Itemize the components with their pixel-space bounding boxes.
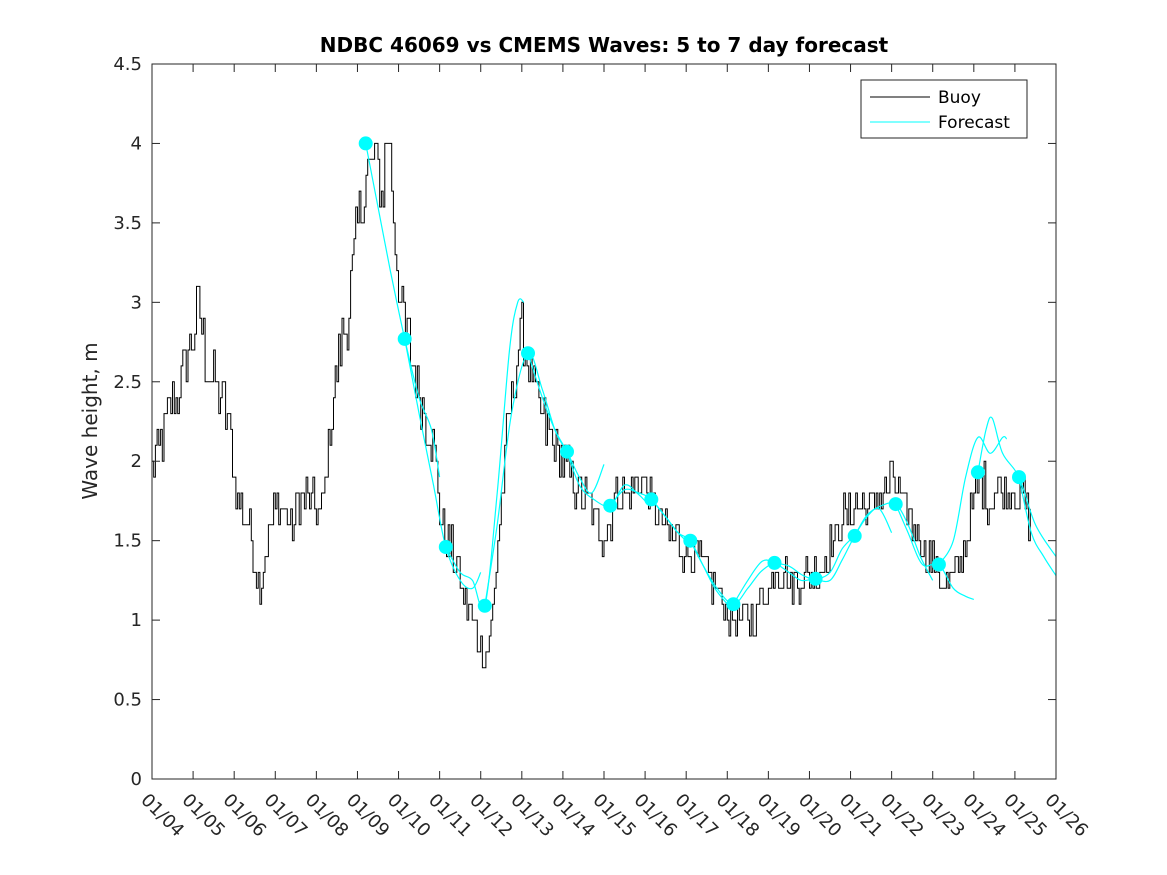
forecast-marker [560,444,574,459]
buoy-series [152,142,1031,669]
legend-label-forecast: Forecast [938,113,1010,133]
legend: Buoy Forecast [860,79,1028,139]
forecast-marker [521,346,535,361]
legend-box [860,79,1028,139]
forecast-line [1018,476,1057,576]
y-tick-label: 2.5 [113,372,142,393]
forecast-marker [808,571,823,586]
forecast-marker [683,533,698,548]
y-tick-label: 3 [131,292,142,313]
forecast-markers [358,136,1026,613]
forecast-marker [767,555,782,570]
forecast-marker [603,498,618,513]
forecast-line [977,416,1057,557]
chart-title: NDBC 46069 vs CMEMS Waves: 5 to 7 day fo… [320,33,889,57]
y-tick-label: 3.5 [113,213,142,234]
buoy-line [152,142,1031,669]
plot-area [152,64,1056,779]
forecast-marker [358,136,373,151]
y-tick-label: 0 [131,769,142,790]
forecast-line [938,436,1008,565]
legend-label-buoy: Buoy [938,88,981,108]
y-tick-label: 1 [131,610,142,631]
y-axis: 0 0.5 1 1.5 2 2.5 3 3.5 4 4.5 [113,54,1056,790]
y-tick-label: 1.5 [113,531,142,552]
y-tick-label: 0.5 [113,690,142,711]
y-tick-label: 4 [131,133,142,154]
forecast-marker [1012,470,1026,485]
forecast-marker [726,597,741,612]
forecast-marker [970,465,985,480]
forecast-marker [888,497,903,512]
y-tick-label: 2 [131,451,142,472]
y-tick-label: 4.5 [113,54,142,75]
forecast-marker [438,540,453,554]
forecast-line [445,298,525,610]
forecast-marker [931,557,946,572]
forecast-marker [397,331,412,346]
forecast-marker [847,528,862,543]
y-axis-label: Wave height, m [78,342,102,499]
forecast-marker [644,492,659,507]
forecast-marker [477,598,492,613]
